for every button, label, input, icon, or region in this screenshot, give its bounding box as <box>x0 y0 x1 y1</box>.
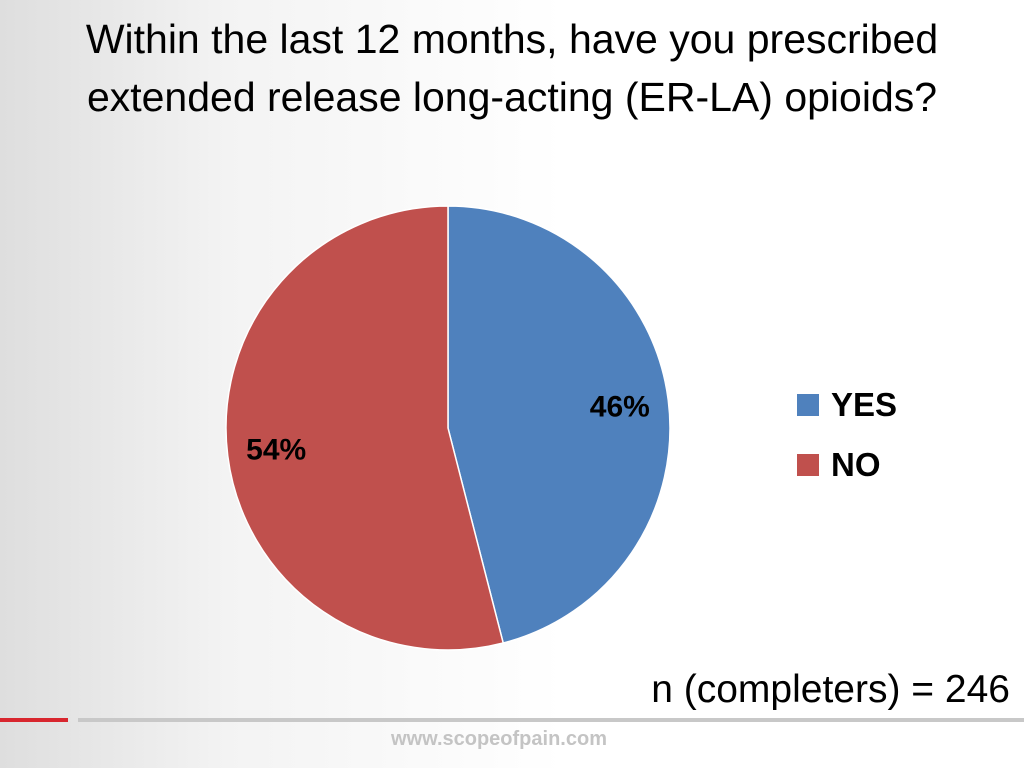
pie-slice-no <box>225 205 505 651</box>
legend-swatch-yes <box>797 394 819 416</box>
footer-divider <box>78 718 1024 722</box>
legend-item-yes: YES <box>797 375 897 435</box>
chart-legend: YES NO <box>797 375 897 495</box>
legend-label-no: NO <box>831 446 881 483</box>
pie-slice-yes <box>447 205 671 644</box>
legend-label-yes: YES <box>831 386 898 423</box>
legend-item-no: NO <box>797 435 897 495</box>
footer-url[interactable]: www.scopeofpain.com <box>391 728 607 750</box>
data-label-yes: 46% <box>590 390 650 423</box>
sample-size-note: n (completers) = 246 <box>651 668 1010 711</box>
data-label-no: 54% <box>246 434 306 467</box>
legend-swatch-no <box>797 454 819 476</box>
footer-accent-bar <box>0 718 68 722</box>
chart-title-line-1: Within the last 12 months, have you pres… <box>85 16 939 62</box>
chart-title: Within the last 12 months, have you pres… <box>0 10 1024 126</box>
chart-title-line-2: extended release long-acting (ER-LA) opi… <box>86 74 938 120</box>
